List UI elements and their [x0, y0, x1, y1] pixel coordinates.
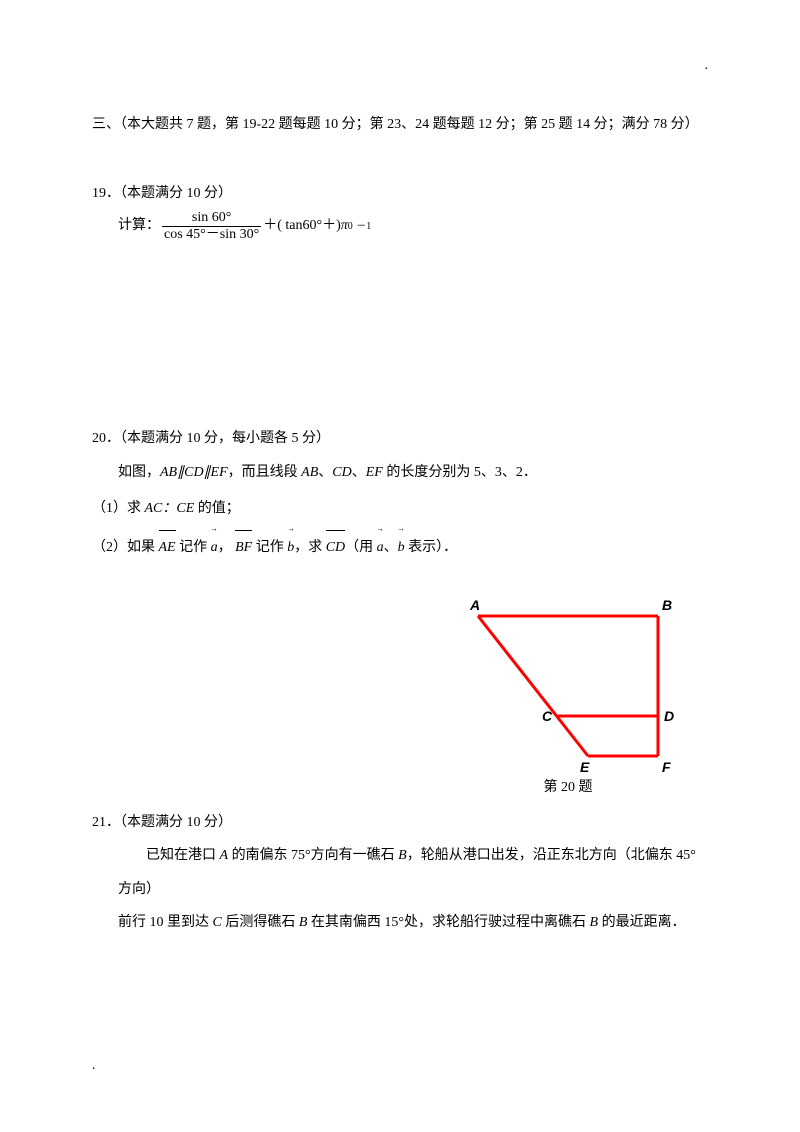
- problem-points: （本题满分 10 分，每小题各 5 分）: [120, 431, 330, 446]
- text: 的南偏东 75°方向有一礁石: [228, 848, 398, 863]
- page-corner-mark-tr: .: [705, 58, 709, 74]
- point-b: B: [398, 848, 407, 863]
- sub-question-2: （2）如果: [92, 540, 159, 555]
- figure-block: A B C D E F 第 20 题: [92, 596, 708, 796]
- sub-question-1: （1）求: [92, 501, 145, 516]
- problem-points: （本题满分 10 分）: [120, 815, 232, 830]
- svg-text:A: A: [469, 597, 480, 613]
- segment-ab: AB: [301, 465, 318, 480]
- denominator: cos 45°－sin 30°: [162, 226, 261, 244]
- problem-number: 20．: [92, 431, 120, 446]
- vector-ae: AE: [159, 530, 176, 566]
- text: 后测得礁石: [222, 915, 299, 930]
- point-c: C: [213, 915, 222, 930]
- text: ，而且线段: [228, 465, 302, 480]
- sep: 、: [384, 540, 398, 555]
- vector-b: b: [398, 528, 405, 566]
- vector-a: a: [377, 528, 384, 566]
- problem-number: 19．: [92, 186, 120, 201]
- segment-ef: EF: [366, 465, 383, 480]
- text: 表示）．: [405, 540, 458, 555]
- text: 的值；: [194, 501, 240, 516]
- text: 在其南偏西 15°处，求轮船行驶过程中离礁石: [307, 915, 589, 930]
- segment-cd: CD: [332, 465, 351, 480]
- figure-svg: A B C D E F: [448, 596, 688, 776]
- vector-bf: BF: [235, 530, 252, 566]
- pi: π: [341, 211, 348, 242]
- point-b: B: [590, 915, 599, 930]
- text: 的长度分别为 5、3、2．: [383, 465, 537, 480]
- text: 已知在港口: [146, 848, 220, 863]
- svg-text:C: C: [542, 708, 553, 724]
- text: ，求: [294, 540, 326, 555]
- vector-cd: CD: [326, 530, 345, 566]
- problem-21: 21．（本题满分 10 分） 已知在港口 A 的南偏东 75°方向有一礁石 B，…: [92, 808, 708, 940]
- formula-tail-a: ＋( tan60°＋): [263, 211, 341, 242]
- text: 的最近距离．: [598, 915, 686, 930]
- formula: 计算： sin 60° cos 45°－sin 30° ＋( tan60°＋)π…: [92, 210, 708, 245]
- text: 记作: [176, 540, 211, 555]
- text: 记作: [252, 540, 287, 555]
- text: 前行 10 里到达: [118, 915, 213, 930]
- figure-caption: 第 20 题: [544, 776, 593, 796]
- comma: ，: [218, 540, 232, 555]
- svg-text:B: B: [662, 597, 672, 613]
- page-corner-mark-bl: .: [92, 1058, 96, 1074]
- segment-abcdef: AB∥CD∥EF: [160, 465, 228, 480]
- point-a: A: [220, 848, 229, 863]
- ratio: AC：CE: [145, 501, 195, 516]
- exponent-neg1: －1: [356, 216, 371, 238]
- sep: 、: [352, 465, 366, 480]
- section-header: 三、（本大题共 7 题，第 19-22 题每题 10 分；第 23、24 题每题…: [92, 110, 708, 141]
- problem-20: 20．（本题满分 10 分，每小题各 5 分） 如图，AB∥CD∥EF，而且线段…: [92, 424, 708, 566]
- vector-a: a: [211, 528, 218, 566]
- text: 如图，: [118, 465, 160, 480]
- sep: 、: [318, 465, 332, 480]
- problem-number: 21．: [92, 815, 120, 830]
- vector-b: b: [287, 528, 294, 566]
- problem-points: （本题满分 10 分）: [120, 186, 232, 201]
- text: （用: [345, 540, 377, 555]
- numerator: sin 60°: [190, 210, 233, 227]
- problem-19: 19．（本题满分 10 分） 计算： sin 60° cos 45°－sin 3…: [92, 179, 708, 244]
- formula-prefix: 计算：: [118, 211, 160, 242]
- svg-text:D: D: [664, 708, 674, 724]
- svg-text:E: E: [580, 759, 590, 775]
- fraction: sin 60° cos 45°－sin 30°: [162, 210, 261, 245]
- exponent-0: 0: [348, 216, 353, 238]
- svg-text:F: F: [662, 759, 671, 775]
